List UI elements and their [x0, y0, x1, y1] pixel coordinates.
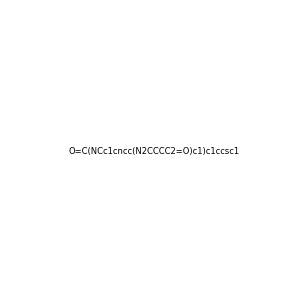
Text: O=C(NCc1cncc(N2CCCC2=O)c1)c1ccsc1: O=C(NCc1cncc(N2CCCC2=O)c1)c1ccsc1 [68, 147, 239, 156]
